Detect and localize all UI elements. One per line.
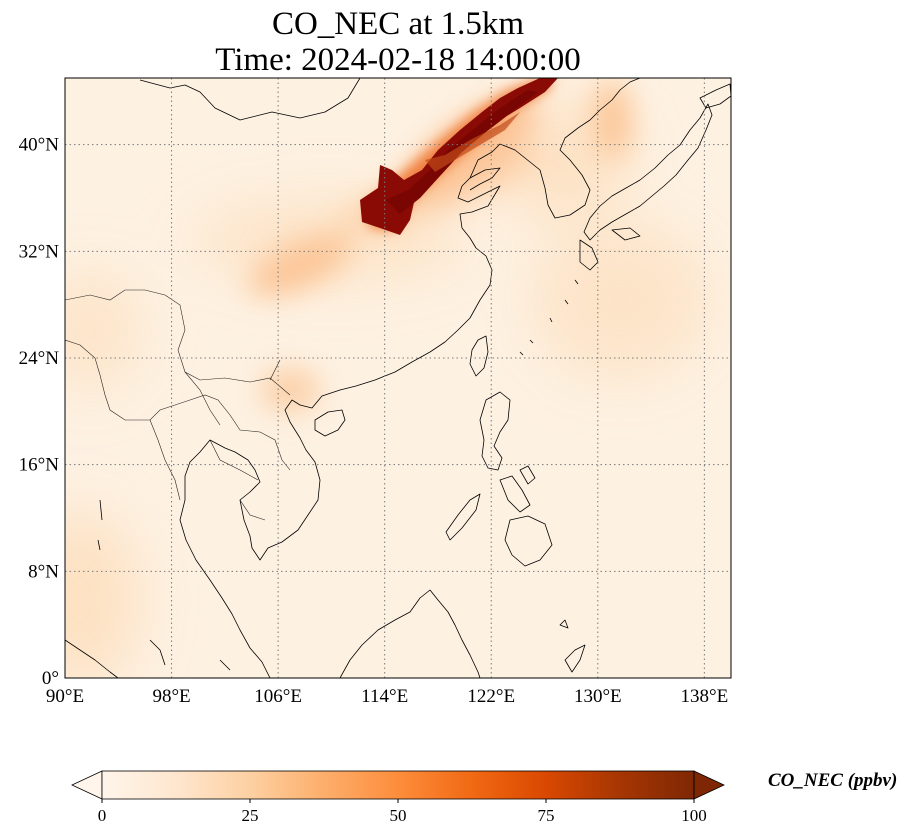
- colorbar-tick-label: 50: [390, 806, 407, 825]
- lon-tick-label: 106°E: [254, 686, 302, 707]
- lat-tick-label: 40°N: [19, 135, 60, 156]
- lon-tick-label: 90°E: [46, 686, 84, 707]
- plume-south-china: [260, 368, 320, 412]
- lon-tick-label: 130°E: [574, 686, 622, 707]
- lon-tick-label: 138°E: [681, 686, 729, 707]
- map-frame: [64, 77, 732, 679]
- colorbar: 0 25 50 75 100: [71, 770, 725, 825]
- map-title-time: Time: 2024-02-18 14:00:00: [215, 42, 581, 78]
- longitude-labels: 90°E 98°E 106°E 114°E 122°E 130°E 138°E: [46, 686, 728, 707]
- plume-sichuan-basin: [249, 234, 351, 296]
- coastlines: [65, 78, 731, 678]
- colorbar-tick-label: 25: [242, 806, 259, 825]
- colorbar-extend-min: [71, 770, 103, 800]
- colorbar-gradient: [102, 771, 694, 799]
- lat-tick-label: 0°: [42, 668, 59, 689]
- lat-tick-label: 8°N: [28, 561, 59, 582]
- lat-tick-label: 32°N: [19, 241, 60, 262]
- concentration-field: [65, 78, 731, 678]
- lon-tick-label: 98°E: [152, 686, 190, 707]
- lon-tick-label: 114°E: [361, 686, 408, 707]
- colorbar-tick-label: 75: [538, 806, 555, 825]
- country-borders: [65, 289, 291, 521]
- plume-north-china-core: [360, 78, 558, 235]
- gridlines: [65, 78, 731, 678]
- colorbar-extend-max: [693, 770, 725, 800]
- lat-tick-label: 16°N: [19, 455, 60, 476]
- lat-tick-label: 24°N: [19, 348, 60, 369]
- colorbar-tick-label: 100: [681, 806, 707, 825]
- colorbar-tick-label: 0: [98, 806, 107, 825]
- map-title-variable: CO_NEC at 1.5km: [271, 6, 525, 42]
- plume-japan-sea: [592, 80, 632, 160]
- lon-tick-label: 122°E: [467, 686, 515, 707]
- latitude-labels: 0° 8°N 16°N 24°N 32°N 40°N: [19, 135, 60, 689]
- colorbar-ticks: 0 25 50 75 100: [98, 799, 707, 825]
- colorbar-label: CO_NEC (ppbv): [768, 770, 898, 791]
